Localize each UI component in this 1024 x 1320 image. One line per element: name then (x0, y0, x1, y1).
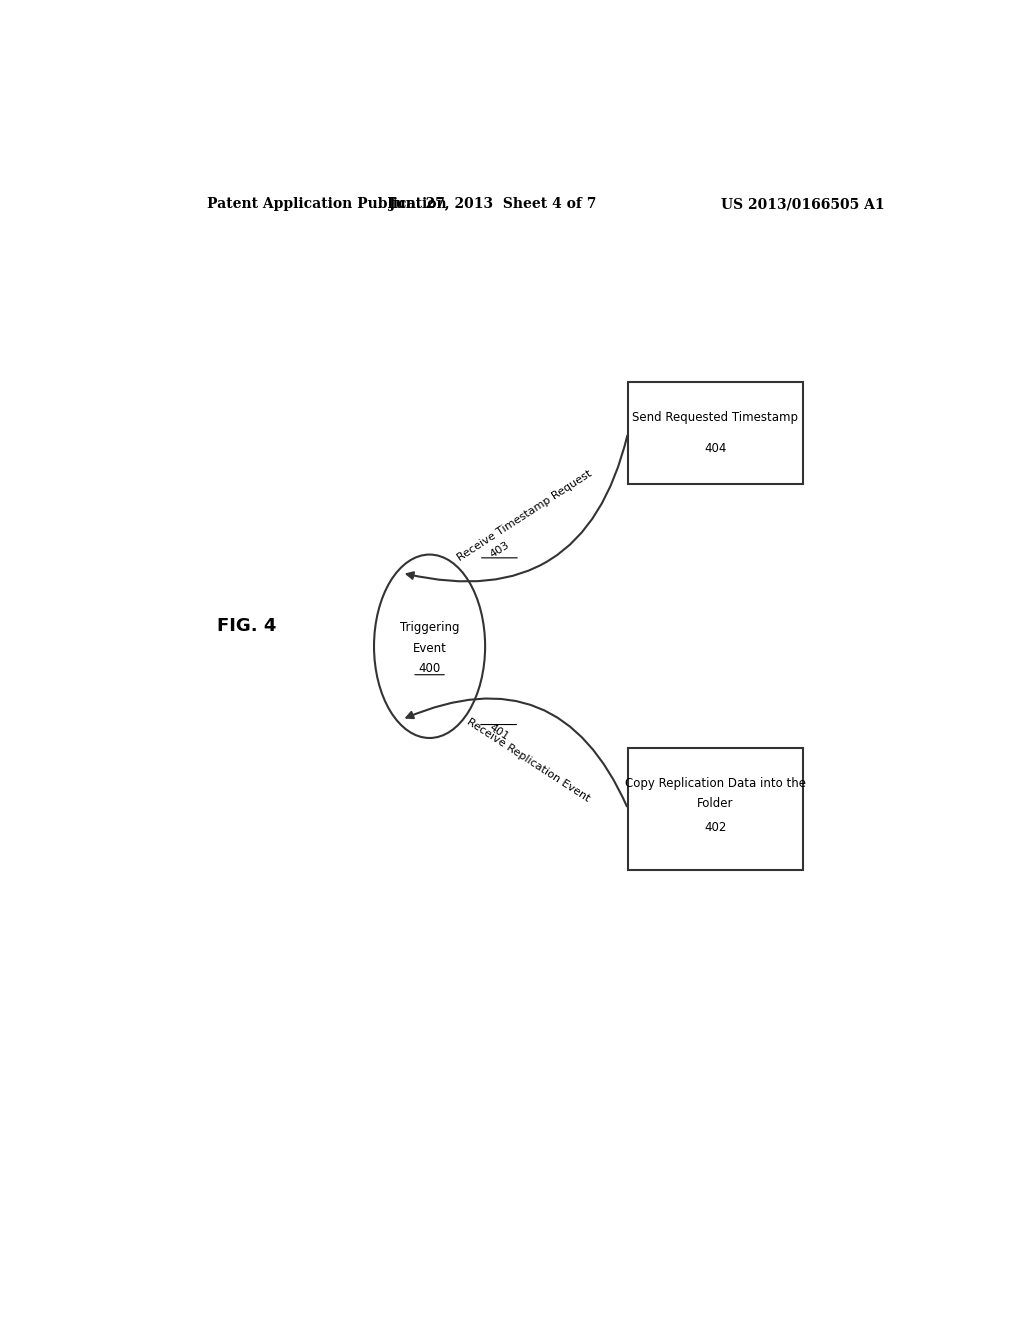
Text: 401: 401 (487, 723, 511, 743)
Text: Event: Event (413, 642, 446, 655)
Text: Jun. 27, 2013  Sheet 4 of 7: Jun. 27, 2013 Sheet 4 of 7 (389, 197, 597, 211)
Text: Triggering: Triggering (399, 622, 460, 635)
Text: Patent Application Publication: Patent Application Publication (207, 197, 447, 211)
Text: Receive Replication Event: Receive Replication Event (466, 717, 592, 804)
Text: US 2013/0166505 A1: US 2013/0166505 A1 (721, 197, 885, 211)
Text: Copy Replication Data into the: Copy Replication Data into the (625, 777, 806, 789)
Text: 404: 404 (705, 442, 726, 454)
FancyArrowPatch shape (407, 698, 627, 807)
Text: 402: 402 (705, 821, 726, 834)
Text: 400: 400 (419, 663, 440, 675)
Text: FIG. 4: FIG. 4 (217, 616, 276, 635)
Text: Folder: Folder (697, 797, 733, 810)
Text: 403: 403 (487, 540, 511, 560)
Bar (628, 748, 803, 870)
Text: Receive Timestamp Request: Receive Timestamp Request (456, 469, 594, 564)
Text: Send Requested Timestamp: Send Requested Timestamp (632, 411, 799, 424)
Bar (628, 381, 803, 483)
FancyArrowPatch shape (407, 436, 628, 581)
